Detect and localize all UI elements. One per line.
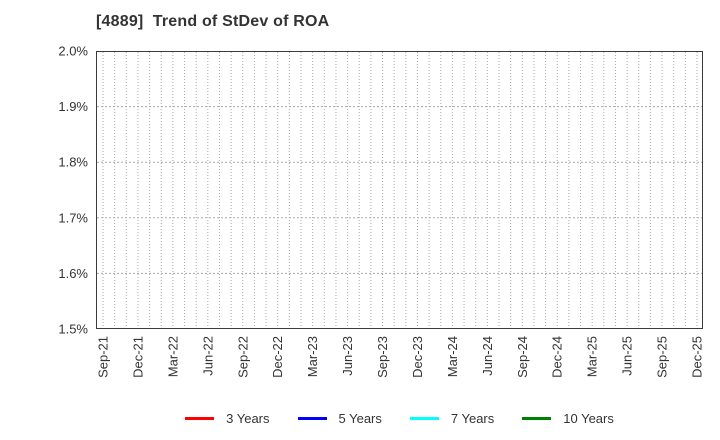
y-tick-label: 2.0% [58,44,88,59]
legend-item-3-years: 3 Years [185,410,270,426]
x-tick-label: Jun-23 [340,336,355,376]
x-tick-label: Sep-22 [235,336,250,378]
x-tick-label: Jun-24 [480,336,495,376]
legend: 3 Years 5 Years 7 Years 10 Years [96,406,703,430]
x-tick-label: Sep-21 [96,336,111,378]
x-tick-label: Sep-24 [515,336,530,378]
x-tick-label: Mar-22 [165,336,180,377]
legend-line-swatch-7-years [409,416,439,420]
x-tick-label: Sep-23 [375,336,390,378]
x-tick-label: Dec-24 [550,336,565,378]
legend-item-10-years: 10 Years [522,411,614,426]
y-tick-label: 1.6% [58,266,88,281]
legend-label-7-years: 7 Years [450,410,495,426]
legend-label-3-years: 3 Years [226,410,270,426]
x-tick-label: Jun-22 [200,336,215,376]
legend-item-5-years: 5 Years [297,410,382,426]
x-tick-label: Dec-25 [690,336,705,378]
legend-line-swatch-3-years [185,416,215,420]
x-tick-label: Mar-25 [585,336,600,377]
x-tick-label: Mar-23 [305,336,320,377]
legend-line-swatch-5-years [297,416,327,420]
legend-item-7-years: 7 Years [409,410,495,426]
y-tick-label: 1.8% [58,155,88,170]
plot-frame [96,51,703,329]
x-tick-label: Dec-22 [270,336,285,378]
y-tick-label: 1.5% [58,322,88,337]
y-tick-label: 1.9% [58,99,88,114]
x-tick-label: Dec-23 [410,336,425,378]
y-tick-label: 1.7% [58,210,88,225]
x-tick-label: Dec-21 [130,336,145,378]
x-tick-label: Sep-25 [655,336,670,378]
x-tick-label: Mar-24 [445,336,460,377]
legend-label-10-years: 10 Years [563,410,614,426]
legend-line-swatch-10-years [522,416,552,420]
legend-label-5-years: 5 Years [338,410,382,426]
x-tick-label: Jun-25 [620,336,635,376]
chart-title: [4889] Trend of StDev of ROA [96,13,330,30]
